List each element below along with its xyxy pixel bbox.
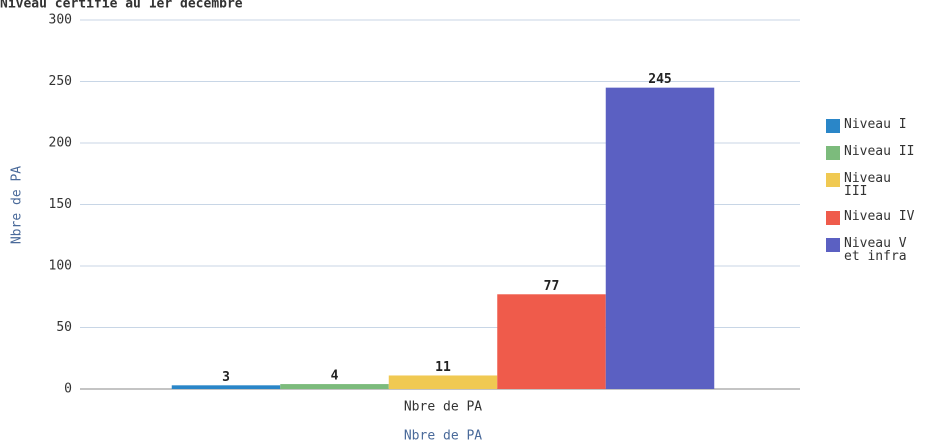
legend-swatch	[826, 146, 840, 160]
y-tick-label: 250	[49, 74, 72, 89]
legend: Niveau I Niveau II Niveau III Niveau IV Nive…	[826, 118, 946, 275]
legend-swatch	[826, 119, 840, 133]
y-axis-title: Nbre de PA	[10, 166, 25, 244]
x-axis-title: Nbre de PA	[404, 429, 482, 443]
legend-item[interactable]: Niveau V et infra	[826, 237, 946, 263]
value-label: 77	[544, 279, 560, 294]
chart-title: Niveau certifié au 1er décembre	[0, 0, 243, 12]
bar	[605, 87, 715, 390]
bar	[388, 375, 498, 389]
legend-swatch	[826, 211, 840, 225]
y-tick-label: 150	[49, 197, 72, 212]
legend-label: Niveau V et infra	[844, 236, 907, 264]
legend-item[interactable]: Niveau IV	[826, 210, 946, 225]
legend-swatch	[826, 238, 840, 252]
y-tick-label: 300	[49, 13, 72, 28]
legend-swatch	[826, 173, 840, 187]
legend-item[interactable]: Niveau I	[826, 118, 946, 133]
bar	[280, 384, 389, 389]
bar	[497, 294, 606, 389]
legend-label: Niveau I	[844, 117, 907, 132]
bar	[171, 385, 281, 389]
value-label: 3	[222, 370, 230, 385]
value-label: 245	[648, 72, 671, 87]
value-label: 4	[331, 369, 339, 384]
legend-label: Niveau II	[844, 144, 915, 159]
y-tick-label: 200	[49, 136, 72, 151]
legend-item[interactable]: Niveau II	[826, 145, 946, 160]
legend-item[interactable]: Niveau III	[826, 172, 946, 198]
x-tick-label: Nbre de PA	[404, 400, 482, 415]
y-tick-label: 50	[56, 320, 72, 335]
value-label: 11	[435, 360, 451, 375]
legend-label: Niveau IV	[844, 209, 915, 224]
y-tick-label: 0	[64, 382, 72, 397]
legend-label: Niveau III	[844, 171, 891, 199]
y-tick-label: 100	[49, 259, 72, 274]
